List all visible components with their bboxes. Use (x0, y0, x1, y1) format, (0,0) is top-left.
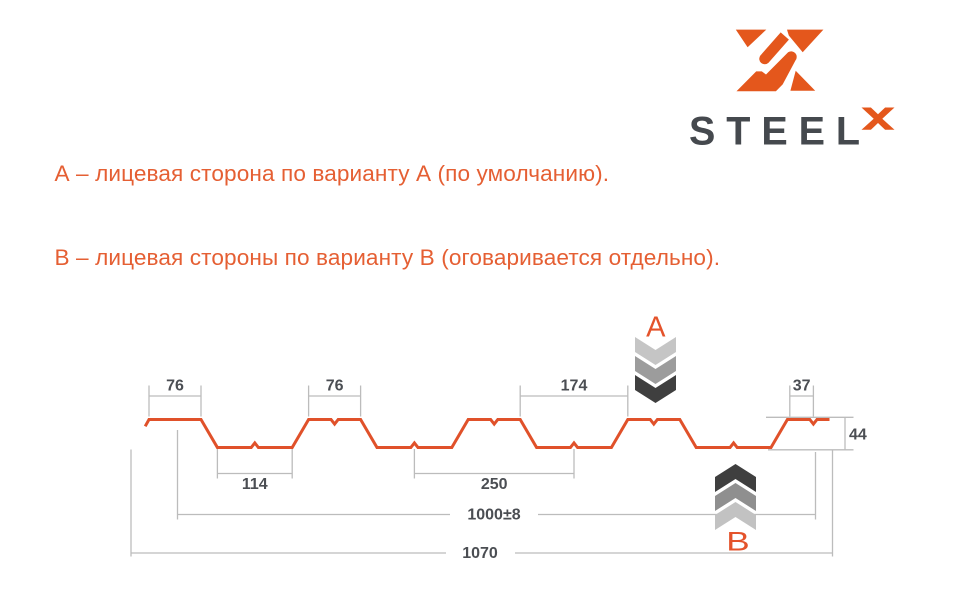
svg-text:B: B (726, 526, 749, 556)
svg-text:44: 44 (849, 427, 867, 444)
svg-text:STEEL: STEEL (689, 110, 860, 154)
svg-text:1000±8: 1000±8 (467, 507, 520, 524)
svg-text:76: 76 (166, 378, 184, 395)
svg-text:250: 250 (481, 476, 508, 493)
svg-text:37: 37 (793, 378, 811, 395)
svg-text:1070: 1070 (462, 545, 498, 562)
svg-text:114: 114 (242, 476, 268, 493)
svg-text:174: 174 (561, 378, 588, 395)
svg-text:A: A (646, 311, 666, 343)
svg-text:76: 76 (326, 378, 344, 395)
